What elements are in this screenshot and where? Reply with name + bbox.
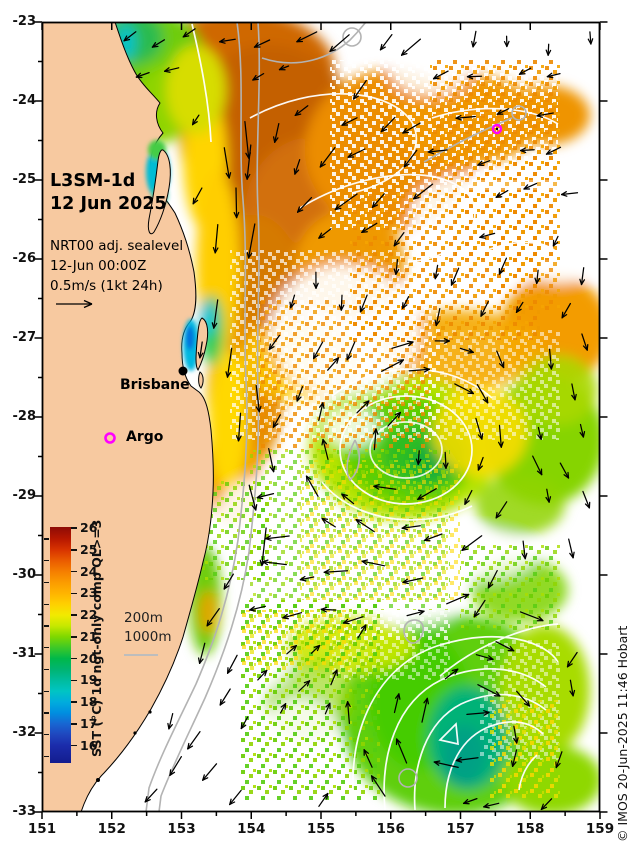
bathymetry-contours bbox=[145, 22, 527, 812]
y-tick-label: -33 bbox=[12, 804, 37, 819]
colorbar-minor-tick bbox=[44, 625, 49, 627]
colorbar-minor-tick bbox=[44, 712, 49, 714]
colorbar-tick-label: 23 bbox=[80, 585, 98, 601]
y-tick-label: -31 bbox=[12, 646, 37, 661]
depth-label-1000m: 1000m bbox=[124, 629, 172, 645]
colorbar-tick bbox=[71, 527, 77, 529]
colorbar-tick bbox=[71, 723, 77, 725]
colorbar-minor-tick bbox=[44, 603, 49, 605]
colorbar-tick bbox=[71, 744, 77, 747]
plot-frame bbox=[41, 21, 601, 813]
colorbar-tick-label: 19 bbox=[80, 672, 98, 688]
subtitle-block: NRT00 adj. sealevel 12-Jun 00:00Z 0.5m/s… bbox=[50, 236, 183, 316]
map-markers bbox=[104, 123, 503, 444]
y-tick-label: -28 bbox=[12, 409, 37, 424]
product-title: L3SM-1d bbox=[50, 171, 136, 191]
brisbane-marker-dot bbox=[178, 366, 188, 376]
y-tick-label: -26 bbox=[12, 251, 37, 266]
colorbar-minor-tick bbox=[44, 734, 49, 736]
sst-colorbar bbox=[50, 527, 71, 763]
depth-label-200m: 200m bbox=[124, 610, 163, 626]
x-tick-label: 151 bbox=[27, 821, 57, 837]
x-tick-label: 157 bbox=[446, 821, 475, 837]
colorbar-tick-label: 18 bbox=[80, 694, 98, 710]
argo-legend-label: Argo bbox=[126, 429, 164, 445]
colorbar-title: SST (°C) 1d ngt-only comp QL>=3 bbox=[89, 519, 104, 757]
colorbar-tick bbox=[71, 657, 77, 660]
colorbar-tick bbox=[71, 679, 77, 682]
subtitle-line-3: 0.5m/s (1kt 24h) bbox=[50, 278, 163, 294]
current-vector-arrows bbox=[123, 28, 594, 811]
y-tick-label: -32 bbox=[12, 725, 37, 740]
y-tick-label: -27 bbox=[12, 330, 37, 345]
subtitle-line-2: 12-Jun 00:00Z bbox=[50, 258, 147, 274]
y-tick-label: -30 bbox=[12, 567, 37, 582]
x-tick-label: 155 bbox=[306, 821, 336, 837]
city-label-brisbane: Brisbane bbox=[120, 377, 190, 393]
colorbar-minor-tick bbox=[44, 668, 49, 671]
colorbar-tick bbox=[71, 636, 77, 638]
colorbar-tick-label: 20 bbox=[80, 650, 98, 666]
y-tick-label: -24 bbox=[12, 93, 37, 108]
colorbar-tick-label: 21 bbox=[80, 628, 98, 644]
argo-legend-marker bbox=[104, 432, 116, 444]
colorbar-tick-label: 25 bbox=[80, 541, 98, 557]
scale-arrow-icon bbox=[56, 299, 93, 309]
y-tick-label: -25 bbox=[12, 172, 37, 187]
colorbar-tick bbox=[71, 549, 77, 551]
sealevel-contours bbox=[191, 23, 561, 811]
depth-contour-legend-line bbox=[124, 654, 158, 656]
depth-contour-legend: 200m 1000m bbox=[124, 609, 172, 647]
colorbar-minor-tick bbox=[44, 538, 49, 540]
x-tick-label: 156 bbox=[376, 821, 405, 837]
credit-text: © IMOS 20-Jun-2025 11:46 Hobart bbox=[615, 625, 630, 842]
y-tick-label: -29 bbox=[12, 488, 37, 503]
x-tick-label: 158 bbox=[516, 821, 545, 837]
colorbar-tick bbox=[71, 570, 77, 573]
colorbar-tick-label: 22 bbox=[80, 607, 98, 623]
colorbar-tick-label: 16 bbox=[80, 737, 98, 753]
product-date: 12 Jun 2025 bbox=[50, 194, 167, 214]
argo-float-marker bbox=[491, 123, 503, 135]
colorbar-minor-tick bbox=[44, 581, 49, 584]
title-block: L3SM-1d 12 Jun 2025 bbox=[50, 170, 167, 216]
coastal-rocks bbox=[96, 710, 152, 782]
x-tick-label: 152 bbox=[97, 821, 126, 837]
x-tick-label: 159 bbox=[585, 821, 615, 837]
x-tick-label: 153 bbox=[167, 821, 196, 837]
colorbar-tick-label: 24 bbox=[80, 563, 98, 579]
colorbar-minor-tick bbox=[44, 690, 49, 692]
axis-ticks bbox=[34, 21, 608, 819]
colorbar-tick-label: 17 bbox=[80, 715, 98, 731]
colorbar-minor-tick bbox=[44, 647, 49, 649]
x-tick-label: 154 bbox=[237, 821, 266, 837]
colorbar-tick bbox=[71, 701, 77, 703]
colorbar-minor-tick bbox=[44, 755, 49, 758]
colorbar-minor-tick bbox=[44, 560, 49, 562]
colorbar-tick bbox=[71, 614, 77, 616]
subtitle-line-1: NRT00 adj. sealevel bbox=[50, 238, 184, 254]
colorbar-tick-label: 26 bbox=[80, 520, 98, 536]
y-tick-label: -23 bbox=[12, 14, 37, 29]
colorbar-tick bbox=[71, 592, 77, 595]
